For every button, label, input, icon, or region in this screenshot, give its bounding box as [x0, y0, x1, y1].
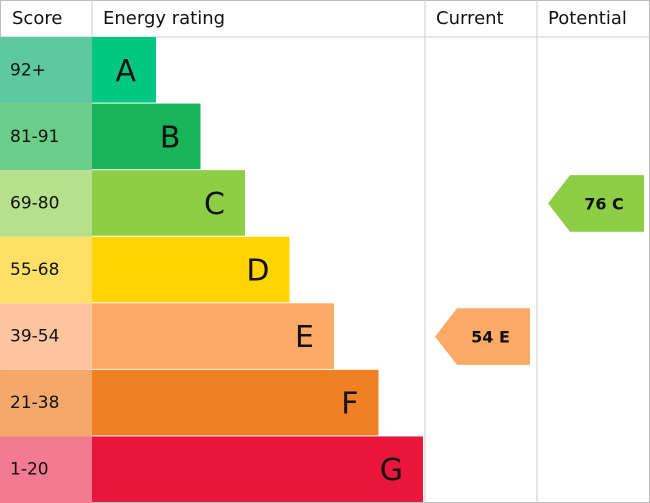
- score-cell: [0, 369, 92, 437]
- rating-bar: [92, 37, 156, 103]
- score-cell: [0, 436, 92, 503]
- score-label: 81-91: [10, 127, 59, 147]
- rating-bar: [92, 369, 379, 436]
- score-label: 1-20: [10, 460, 49, 480]
- rating-bar: [92, 103, 201, 170]
- score-label: 92+: [10, 60, 46, 80]
- score-label: 55-68: [10, 260, 59, 280]
- current-label: 54 E: [471, 327, 510, 346]
- rating-letter: D: [246, 254, 269, 289]
- header-potential: Potential: [548, 8, 627, 29]
- rating-bar: [92, 236, 290, 303]
- rating-letter: E: [295, 320, 314, 355]
- score-label: 39-54: [10, 327, 59, 347]
- potential-arrow: [548, 175, 644, 232]
- current-rating: E: [499, 327, 510, 346]
- potential-rating: C: [612, 194, 624, 213]
- rating-letter: B: [160, 120, 181, 155]
- rating-bar: [92, 436, 423, 502]
- header-score: Score: [12, 8, 62, 29]
- potential-label: 76 C: [584, 194, 624, 213]
- score-cell: [0, 236, 92, 304]
- score-label: 69-80: [10, 193, 59, 213]
- header-current: Current: [436, 8, 504, 29]
- rating-bar: [92, 303, 334, 369]
- score-cell: [0, 303, 92, 370]
- current-score: 54: [471, 327, 493, 346]
- current-arrow: [435, 308, 530, 365]
- score-cell: [0, 103, 92, 171]
- rating-letter: A: [115, 54, 136, 89]
- rating-letter: C: [204, 187, 225, 222]
- header-rating: Energy rating: [103, 8, 225, 29]
- score-label: 21-38: [10, 393, 59, 413]
- score-cell: [0, 37, 92, 104]
- rating-bar: [92, 170, 245, 236]
- rating-letter: G: [380, 453, 403, 488]
- score-cell: [0, 170, 92, 237]
- rating-letter: F: [341, 387, 358, 422]
- potential-score: 76: [584, 194, 606, 213]
